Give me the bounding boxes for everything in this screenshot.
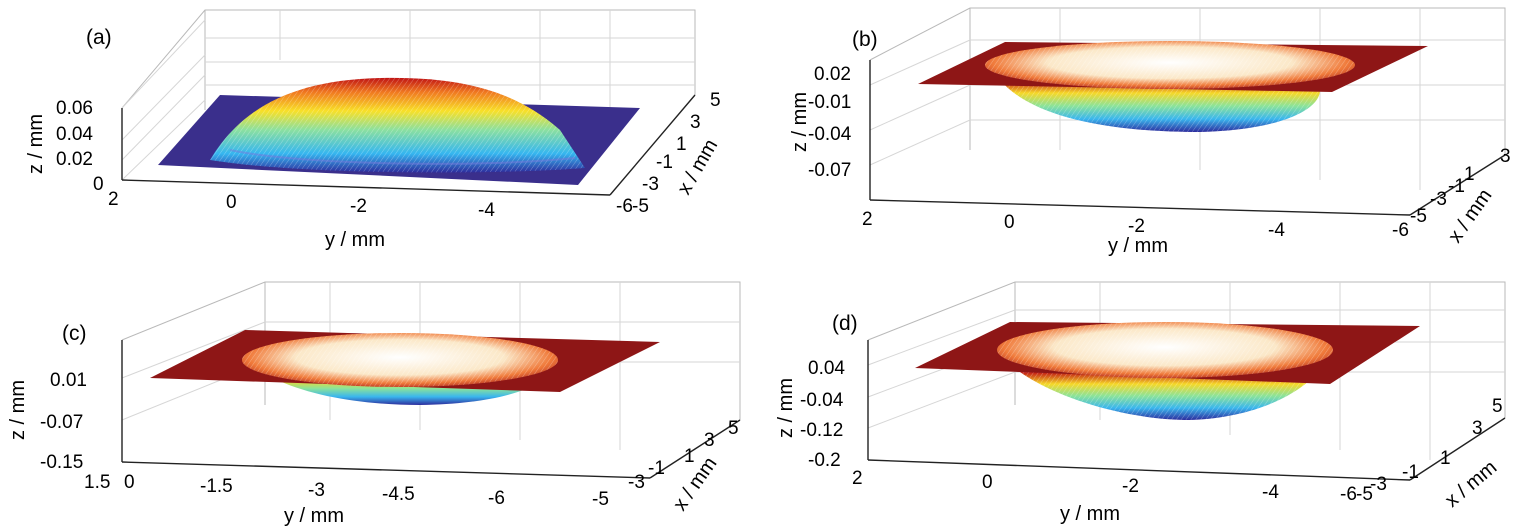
panel-a-x-tick: 5	[710, 90, 721, 111]
panel-b-y-tick: 0	[1004, 212, 1015, 233]
panel-d-x-tick: 3	[1472, 418, 1483, 439]
panel-b-y-tick: -4	[1268, 220, 1285, 241]
panel-c-y-tick: -1.5	[200, 476, 233, 497]
panel-a-z-tick: 0	[93, 174, 104, 195]
panel-c-surface	[150, 330, 660, 405]
panel-c-z-tick: -0.07	[40, 412, 83, 433]
panel-b-surface	[918, 41, 1428, 132]
panel-b-z-axis-label: z / mm	[789, 92, 811, 152]
panel-a-y-axis-label: y / mm	[325, 229, 385, 251]
panel-d-label: (d)	[832, 312, 858, 335]
panel-c-x-tick: 3	[704, 430, 715, 451]
panel-a-y-tick: 2	[108, 189, 119, 210]
panel-b-x-tick: 3	[1500, 146, 1511, 167]
panel-c-label: (c)	[62, 322, 87, 345]
panel-b-y-axis-label: y / mm	[1108, 235, 1168, 257]
panel-a-x-tick: -3	[642, 174, 659, 195]
panel-d-y-axis-label: y / mm	[1060, 503, 1120, 525]
panel-b-x-tick: -1	[1448, 176, 1465, 197]
panel-b-x-tick: -6	[1392, 220, 1409, 241]
panel-a-x-tick: -5	[632, 196, 649, 217]
panel-d-z-tick: -0.04	[800, 390, 844, 411]
panel-a-label: (a)	[86, 26, 112, 49]
panel-c	[121, 281, 741, 479]
panel-c-x-axis-label: x / mm	[669, 453, 721, 515]
panel-d-z-tick: -0.2	[808, 450, 841, 471]
panel-d-x-tick: -3	[1370, 474, 1387, 495]
panel-b-label: (b)	[852, 28, 878, 51]
panel-d-z-tick: -0.12	[800, 420, 843, 441]
panel-d-x-tick: -5	[1356, 484, 1373, 505]
panel-d-y-tick: 0	[982, 472, 993, 493]
panel-b-grid	[869, 7, 1506, 216]
panel-a-y-tick: 0	[226, 192, 237, 213]
panel-d-y-tick: -4	[1262, 482, 1279, 503]
panel-b-z-tick: -0.04	[808, 124, 852, 145]
panel-b	[869, 7, 1506, 216]
panel-c-y-axis-label: y / mm	[284, 505, 344, 527]
panel-a-x-tick: -6	[616, 196, 633, 217]
panel-d-y-tick: -2	[1122, 476, 1139, 497]
panel-b-y-tick: 2	[862, 209, 873, 230]
panel-c-y-tick: -3	[308, 480, 325, 501]
panel-a-x-tick: -1	[656, 152, 673, 173]
panel-b-z-tick: -0.07	[808, 160, 851, 181]
panel-d-z-tick: 0.04	[808, 358, 845, 379]
panel-a-z-axis-label: z / mm	[25, 114, 47, 174]
panel-c-x-tick: 1	[684, 446, 695, 467]
panel-a-surface	[158, 77, 640, 185]
panel-a	[121, 9, 696, 196]
panel-c-y-tick: -6	[488, 488, 505, 509]
panel-d	[867, 281, 1506, 481]
panel-a-x-tick: 3	[690, 112, 701, 133]
panel-b-x-tick: -3	[1430, 189, 1447, 210]
panel-b-z-tick: -0.01	[808, 92, 851, 113]
panel-b-y-tick: -2	[1128, 216, 1145, 237]
panel-a-z-tick: 0.04	[56, 124, 93, 145]
panel-c-z-axis-label: z / mm	[7, 380, 29, 440]
panel-a-grid	[121, 9, 696, 196]
panel-d-y-tick: 2	[852, 468, 863, 489]
panel-b-z-tick: 0.02	[814, 64, 851, 85]
panel-c-z-tick: 0.01	[50, 370, 87, 391]
panel-d-x-tick: 5	[1492, 396, 1503, 417]
panel-a-z-tick: 0.06	[56, 98, 93, 119]
panel-c-y-tick: 1.5	[84, 472, 110, 493]
panel-c-z-tick: -0.15	[40, 452, 83, 473]
panel-a-z-tick: 0.02	[56, 149, 93, 170]
panel-d-x-tick: 1	[1440, 448, 1451, 469]
panel-d-x-tick: -6	[1340, 484, 1357, 505]
panel-c-y-tick: 0	[124, 472, 135, 493]
panel-a-y-tick: -4	[478, 200, 495, 221]
panel-d-z-axis-label: z / mm	[775, 378, 797, 438]
panel-d-surface	[915, 322, 1420, 420]
panel-a-y-tick: -2	[350, 196, 367, 217]
panel-c-y-tick: -4.5	[382, 484, 415, 505]
panel-c-x-tick: 5	[728, 418, 739, 439]
panel-b-x-tick: -5	[1410, 206, 1427, 227]
panel-b-x-tick: 1	[1464, 164, 1475, 185]
panel-a-x-tick: 1	[676, 134, 687, 155]
panel-c-x-tick: -5	[592, 489, 609, 510]
panel-c-x-tick: -1	[648, 458, 665, 479]
panel-d-x-tick: -1	[1402, 462, 1419, 483]
panel-c-x-tick: -3	[628, 472, 645, 493]
